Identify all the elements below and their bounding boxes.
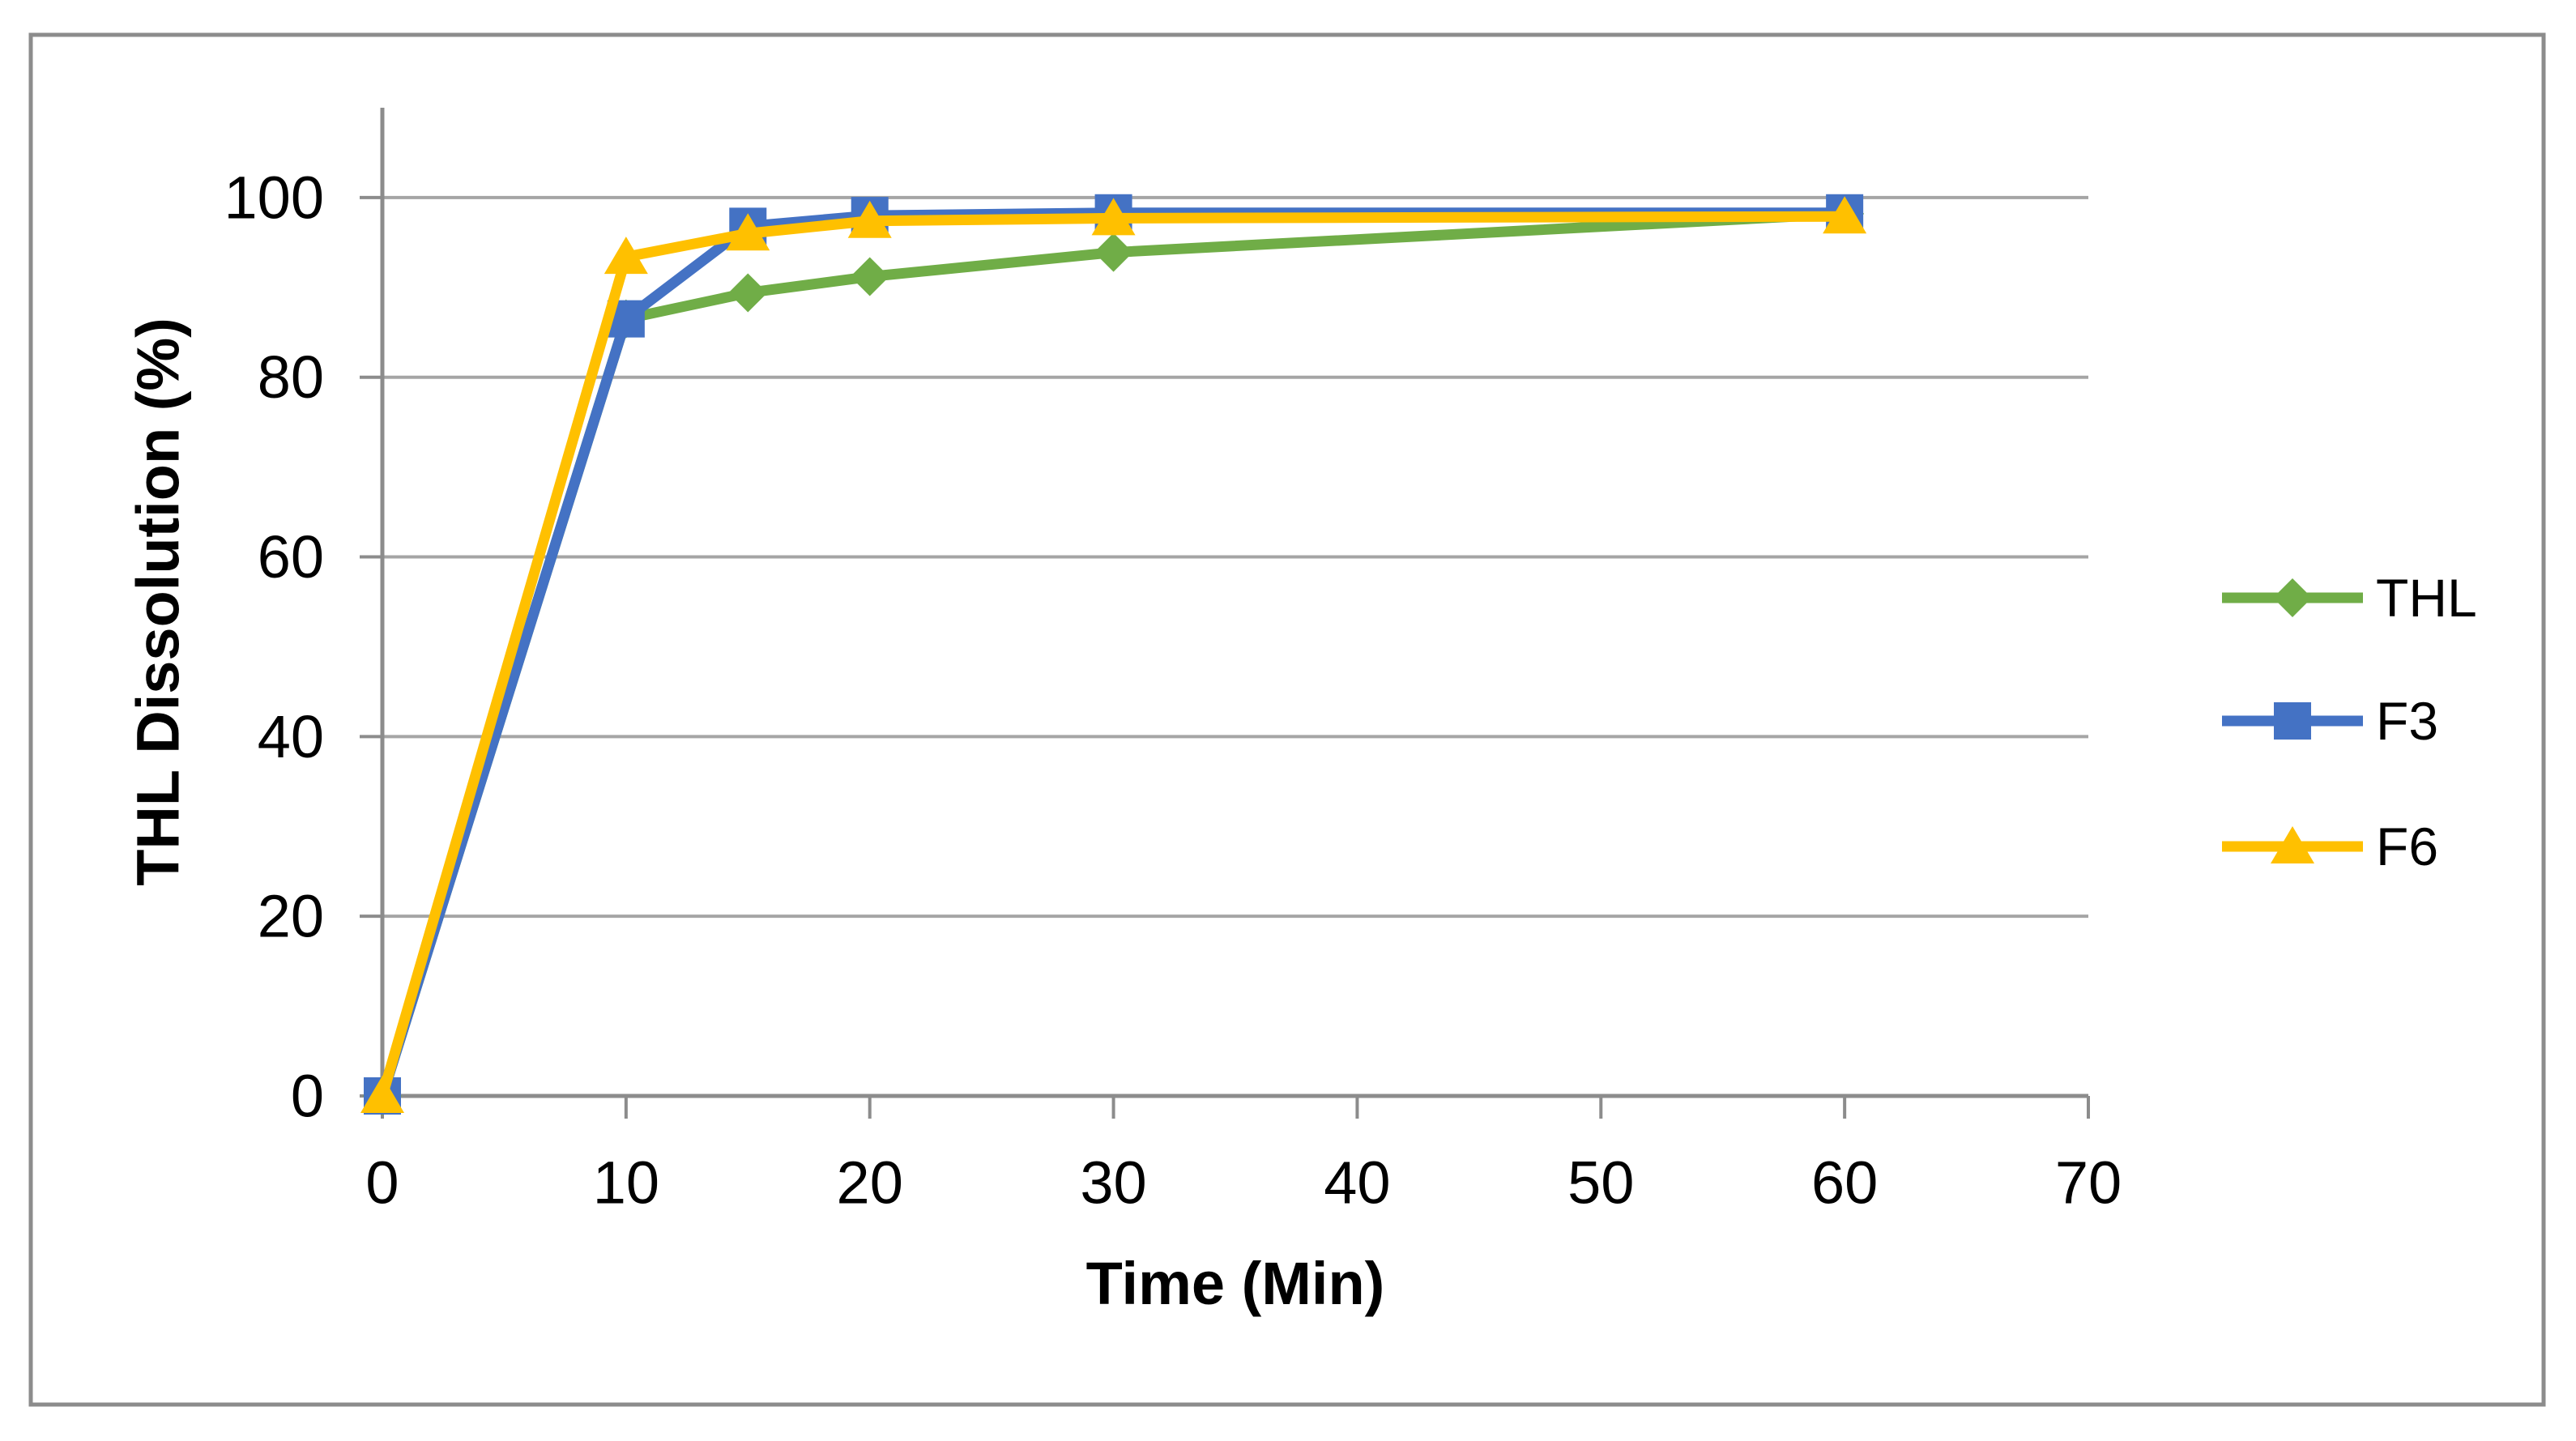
legend-item-F3: F3 [2222, 691, 2438, 751]
axes [380, 108, 2088, 1098]
y-tick-label-0: 0 [291, 1063, 324, 1130]
legend-marker-THL [2273, 578, 2312, 617]
x-axis-title: Time (Min) [1086, 1250, 1385, 1317]
y-tick-label-100: 100 [224, 164, 324, 231]
tick-labels: 0 20 40 60 80 100 0 10 20 30 40 50 60 70 [224, 164, 2122, 1216]
y-tick-label-80: 80 [258, 343, 324, 411]
gridlines [382, 195, 2088, 919]
legend-marker-F6 [2271, 826, 2314, 863]
series-F3 [364, 194, 1864, 1115]
marker-THL-t20 [850, 257, 889, 296]
legend-item-THL: THL [2222, 568, 2477, 628]
tick-marks [360, 195, 2090, 1119]
x-tick-label-20: 20 [837, 1149, 903, 1217]
chart-outer-border [28, 32, 2546, 1407]
x-tick-label-40: 40 [1324, 1149, 1390, 1217]
x-tick-label-60: 60 [1811, 1149, 1878, 1217]
marker-F6-t0 [360, 1076, 404, 1113]
marker-F6-t30 [1091, 198, 1136, 236]
x-tick-label-50: 50 [1567, 1149, 1634, 1217]
x-tick-label-10: 10 [593, 1149, 659, 1217]
marker-F6-t10 [603, 237, 648, 275]
marker-F6-t60 [1823, 196, 1867, 234]
legend-marker-F3 [2274, 702, 2311, 740]
legend: THL F3 F6 [2222, 568, 2477, 876]
x-tick-label-0: 0 [365, 1149, 399, 1217]
y-tick-label-60: 60 [258, 523, 324, 590]
legend-label-F3: F3 [2376, 691, 2438, 751]
marker-THL-t15 [728, 273, 768, 313]
series-THL [363, 194, 1865, 1115]
legend-label-F6: F6 [2376, 816, 2438, 876]
legend-item-F6: F6 [2222, 816, 2438, 876]
x-tick-label-70: 70 [2055, 1149, 2122, 1217]
y-tick-label-40: 40 [258, 703, 324, 770]
marker-F6-t15 [726, 213, 770, 251]
series-line-F6 [377, 211, 1850, 1102]
marker-F6-t20 [847, 200, 892, 238]
series-group [360, 194, 1867, 1115]
x-tick-label-30: 30 [1080, 1149, 1146, 1217]
y-tick-label-20: 20 [258, 883, 324, 950]
marker-THL-t30 [1094, 232, 1133, 272]
legend-label-THL: THL [2376, 568, 2477, 628]
series-F6 [360, 196, 1867, 1113]
y-axis-title: THL Dissolution (%) [125, 318, 192, 886]
